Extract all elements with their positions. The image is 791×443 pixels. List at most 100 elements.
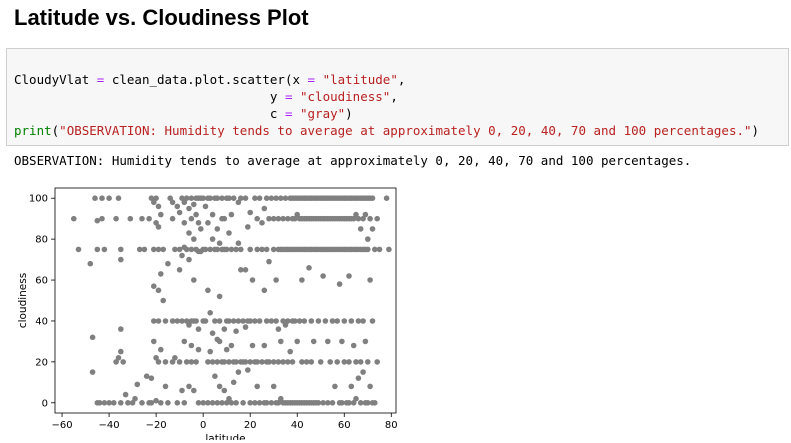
code-token: )	[345, 106, 353, 121]
scatter-point	[205, 359, 211, 365]
scatter-point	[195, 220, 202, 226]
scatter-point	[195, 346, 202, 353]
x-tick-label: −60	[52, 420, 73, 431]
scatter-point	[334, 359, 341, 365]
scatter-point	[360, 318, 366, 324]
scatter-point	[226, 195, 232, 201]
code-token: y	[14, 89, 285, 104]
scatter-point	[151, 338, 157, 345]
code-string: "gray"	[300, 106, 346, 121]
scatter-point	[374, 359, 381, 365]
scatter-point	[101, 246, 108, 253]
scatter-point	[188, 246, 195, 253]
code-token: (	[51, 123, 60, 138]
scatter-point	[202, 203, 209, 210]
scatter-point	[336, 281, 343, 287]
scatter-point	[129, 400, 136, 406]
scatter-point	[155, 246, 162, 253]
scatter-point	[238, 246, 244, 253]
scatter-point	[200, 195, 206, 201]
scatter-point	[153, 220, 159, 226]
scatter-point	[357, 359, 364, 365]
scatter-point	[346, 359, 352, 365]
scatter-point	[134, 381, 141, 388]
scatter-point	[226, 230, 232, 236]
code-token: CloudyVlat	[14, 72, 97, 87]
scatter-point	[350, 215, 357, 222]
scatter-point	[374, 215, 381, 222]
scatter-point	[183, 195, 190, 201]
code-cell[interactable]: CloudyVlat = clean_data.plot.scatter(x =…	[6, 48, 789, 146]
scatter-point	[118, 400, 124, 406]
scatter-point	[386, 246, 392, 253]
scatter-point	[188, 359, 195, 365]
code-string: "latitude"	[322, 72, 398, 87]
scatter-point	[122, 391, 129, 398]
scatter-point	[341, 318, 348, 324]
scatter-point	[367, 383, 373, 390]
scatter-point	[214, 400, 221, 406]
scatter-point	[289, 359, 296, 365]
scatter-point	[207, 246, 213, 253]
scatter-point	[294, 211, 301, 218]
scatter-point	[362, 211, 369, 218]
scatter-point	[94, 217, 101, 224]
scatter-point	[266, 215, 272, 222]
scatter-point	[143, 373, 150, 379]
scatter-point	[186, 230, 192, 236]
scatter-point	[334, 318, 341, 324]
scatter-point	[209, 330, 216, 336]
y-axis-label: cloudiness	[17, 273, 29, 328]
scatter-point	[212, 373, 218, 379]
scatter-point	[223, 346, 230, 353]
scatter-point	[242, 195, 249, 201]
scatter-point	[372, 246, 378, 253]
scatter-point	[214, 359, 221, 365]
scatter-point	[151, 283, 157, 289]
scatter-point	[230, 379, 237, 386]
scatter-point	[308, 318, 315, 324]
scatter-point	[275, 400, 282, 406]
scatter-point	[153, 397, 159, 404]
scatter-point	[303, 359, 310, 365]
scatter-point	[181, 338, 188, 345]
x-tick-label: 20	[244, 420, 257, 431]
scatter-point	[332, 383, 338, 390]
scatter-point	[278, 338, 284, 345]
scatter-point	[353, 211, 359, 218]
scatter-point	[275, 215, 282, 222]
x-axis-label: latitude	[205, 433, 245, 440]
scatter-point	[327, 359, 334, 365]
scatter-point	[111, 400, 117, 406]
scatter-point	[247, 400, 253, 406]
scatter-point	[256, 318, 263, 324]
scatter-point	[365, 236, 371, 242]
scatter-point	[278, 395, 284, 402]
scatter-point	[176, 267, 183, 273]
scatter-point	[301, 318, 308, 324]
scatter-point	[369, 318, 376, 324]
scatter-point	[151, 199, 157, 206]
scatter-point	[223, 400, 230, 406]
scatter-point	[350, 342, 357, 349]
scatter-point	[186, 205, 192, 212]
scatter-point	[282, 195, 289, 201]
scatter-point	[216, 338, 223, 345]
scatter-point	[155, 359, 162, 365]
scatter-point	[89, 369, 96, 375]
scatter-point	[247, 359, 253, 365]
scatter-point	[158, 211, 164, 218]
scatter-point	[115, 195, 122, 201]
scatter-point	[263, 246, 270, 253]
scatter-point	[200, 400, 206, 406]
scatter-point	[256, 400, 263, 406]
scatter-point	[141, 246, 148, 253]
scatter-point	[153, 355, 159, 361]
code-editor[interactable]: CloudyVlat = clean_data.plot.scatter(x =…	[14, 71, 759, 139]
scatter-point	[139, 215, 145, 222]
scatter-point	[268, 195, 275, 201]
scatter-point	[315, 318, 322, 324]
scatter-point	[230, 195, 237, 201]
scatter-point	[367, 215, 373, 222]
scatter-point	[94, 246, 101, 253]
